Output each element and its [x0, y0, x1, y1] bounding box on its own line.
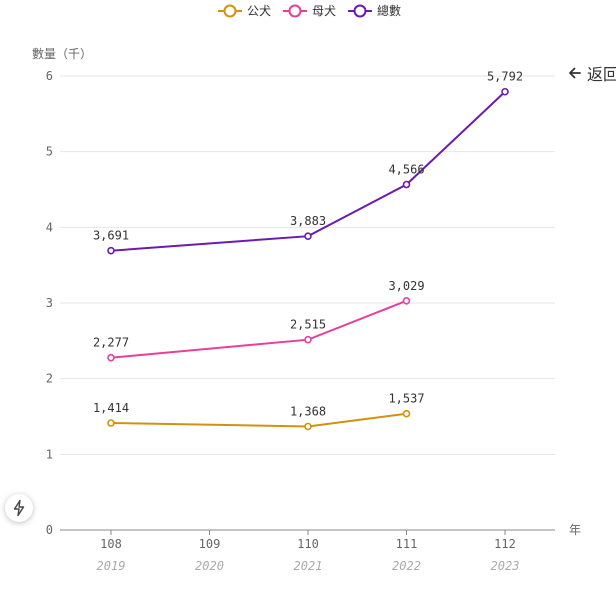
legend-label: 母犬 [312, 4, 336, 18]
series-3: 3,691 3,883 4,566 5,792 [93, 70, 523, 255]
y-tick-label: 6 [46, 69, 53, 83]
data-label: 3,883 [290, 214, 326, 228]
data-point[interactable] [304, 232, 312, 240]
legend-label: 總數 [377, 3, 401, 18]
x-tick-label: 110 [297, 537, 319, 551]
y-tick-label: 2 [46, 372, 53, 386]
legend-item[interactable]: 總數 [348, 3, 401, 18]
y-axis-label: 數量（千） [32, 47, 92, 61]
data-label: 2,515 [290, 318, 326, 332]
x-tick-label: 108 [100, 537, 122, 551]
y-tick-label: 1 [46, 447, 53, 461]
y-tick-label: 5 [46, 145, 53, 159]
chart-legend: 公犬 母犬 總數 [218, 3, 401, 18]
series-line [110, 91, 506, 252]
x-tick-label: 109 [199, 537, 221, 551]
x-axis-label: 年 [569, 523, 581, 537]
data-label: 3,691 [93, 229, 129, 243]
data-label: 5,792 [487, 70, 523, 84]
data-label: 1,414 [93, 401, 129, 415]
data-point[interactable] [107, 246, 115, 255]
series-2: 2,277 2,515 3,029 [93, 279, 425, 362]
data-point[interactable] [402, 409, 411, 418]
series-line [110, 412, 407, 428]
data-point[interactable] [304, 335, 312, 344]
legend-label: 公犬 [247, 4, 271, 18]
data-point[interactable] [501, 87, 509, 96]
x-tick-label-secondary: 2023 [491, 559, 520, 573]
y-tick-label: 0 [46, 523, 53, 537]
x-tick-label-secondary: 2020 [195, 559, 224, 573]
y-tick-label: 4 [46, 220, 53, 234]
data-point[interactable] [304, 422, 312, 431]
quick-action-button[interactable] [5, 494, 33, 522]
grid-lines [60, 75, 555, 455]
data-label: 4,566 [388, 163, 424, 177]
data-point[interactable] [107, 353, 115, 362]
data-label: 1,537 [388, 392, 424, 406]
data-label: 3,029 [388, 279, 424, 293]
data-point[interactable] [402, 180, 411, 189]
y-tick-label: 3 [46, 296, 53, 310]
data-label: 2,277 [93, 336, 129, 350]
x-axis-ticks: 108 2019 109 2020 110 2021 111 2022 112 2023 [97, 530, 520, 573]
legend-item[interactable]: 公犬 [218, 4, 271, 18]
bolt-icon [13, 499, 25, 517]
arrow-left-icon [569, 67, 581, 79]
legend-marker [223, 4, 237, 18]
y-axis-ticks: 0 1 2 3 4 5 6 [46, 69, 53, 537]
x-tick-label: 111 [396, 537, 418, 551]
x-tick-label-secondary: 2021 [294, 559, 323, 573]
legend-item[interactable]: 母犬 [283, 4, 336, 18]
series-1: 1,414 1,368 1,537 [93, 392, 425, 431]
x-tick-label-secondary: 2019 [97, 559, 126, 573]
data-label: 1,368 [290, 404, 326, 418]
data-point[interactable] [107, 419, 115, 427]
data-point[interactable] [402, 297, 411, 305]
back-button[interactable]: 返回 [568, 61, 616, 85]
x-tick-label-secondary: 2022 [392, 559, 421, 573]
series-layer: 1,414 1,368 1,537 2,277 2,515 3,029 3,691 3,883… [93, 70, 523, 431]
x-tick-label: 112 [494, 537, 516, 551]
series-line [110, 299, 407, 359]
legend-marker [288, 4, 302, 18]
legend-marker [353, 4, 367, 18]
back-button-label: 返回 [587, 65, 616, 84]
